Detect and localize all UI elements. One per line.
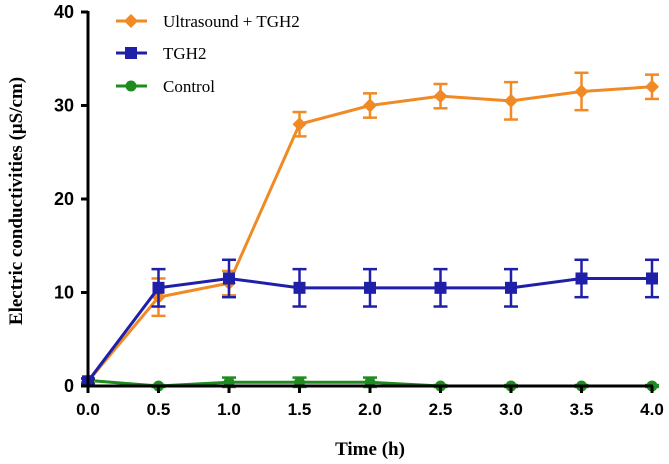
series-ultrasound-tgh2 <box>81 71 659 389</box>
legend-label: Ultrasound + TGH2 <box>163 12 300 31</box>
x-tick-label: 0.0 <box>76 400 100 419</box>
x-tick-label: 1.0 <box>217 400 241 419</box>
legend-label: Control <box>163 77 215 96</box>
data-point <box>646 272 658 285</box>
legend-item: TGH2 <box>116 44 206 63</box>
data-point <box>433 89 448 104</box>
data-point <box>574 84 589 99</box>
legend-item: Ultrasound + TGH2 <box>116 12 300 31</box>
data-point <box>504 93 518 108</box>
x-tick-label: 0.5 <box>147 400 171 419</box>
data-point <box>292 117 307 132</box>
x-tick-label: 2.0 <box>358 400 382 419</box>
legend-label: TGH2 <box>163 44 206 63</box>
data-point <box>434 281 447 294</box>
x-tick-label: 1.5 <box>288 400 312 419</box>
data-point <box>505 281 517 294</box>
y-tick-label: 40 <box>54 2 74 22</box>
x-tick-label: 2.5 <box>429 400 453 419</box>
data-point <box>645 79 659 94</box>
legend-marker <box>125 80 137 92</box>
y-tick-label: 0 <box>64 376 74 396</box>
y-tick-label: 20 <box>54 189 74 209</box>
legend-marker <box>125 47 137 59</box>
data-point <box>152 281 165 294</box>
data-point <box>223 272 235 285</box>
data-point <box>293 281 306 294</box>
data-point <box>363 98 377 113</box>
data-point <box>364 281 376 294</box>
y-tick-label: 30 <box>54 96 74 116</box>
x-tick-label: 3.5 <box>570 400 594 419</box>
series-tgh2 <box>81 258 659 388</box>
y-axis-title: Electric conductivities (μS/cm) <box>6 77 27 325</box>
x-tick-label: 3.0 <box>499 400 523 419</box>
legend-item: Control <box>116 77 215 96</box>
y-tick-label: 10 <box>54 283 74 303</box>
series-line <box>86 85 653 383</box>
data-point <box>575 272 588 285</box>
x-tick-label: 4.0 <box>640 400 664 419</box>
x-axis-title: Time (h) <box>335 439 405 460</box>
legend-marker <box>124 14 138 28</box>
